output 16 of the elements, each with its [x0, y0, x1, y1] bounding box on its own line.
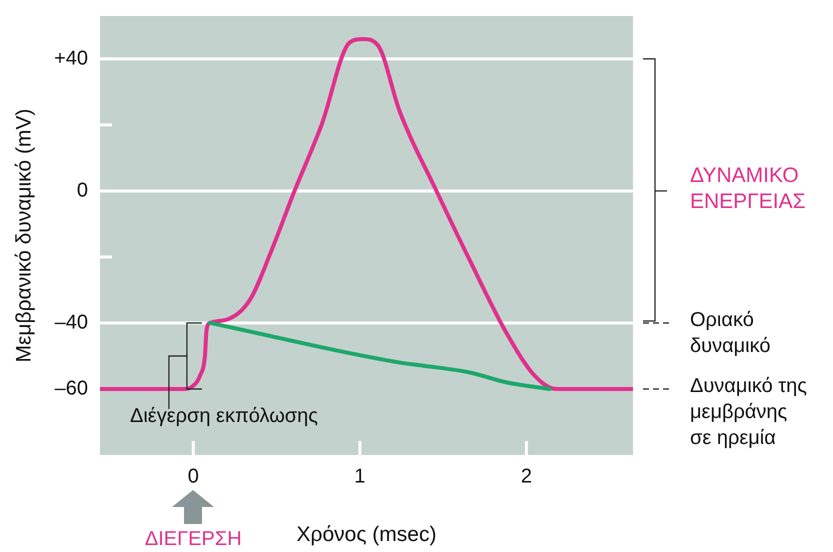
x-tick-label: 0 [188, 466, 199, 488]
y-tick-label: +40 [54, 47, 88, 70]
text: Δυναμικό της μεμβράνης σε ηρεμία [690, 374, 807, 451]
x-tick-label: 2 [520, 466, 532, 488]
annotation: Διέγερση εκπόλωσης [130, 404, 318, 429]
y-tick-label: 0 [76, 179, 88, 202]
y-tick-label: –60 [54, 378, 88, 400]
x-axis-title: Χρόνος (msec) [296, 523, 436, 546]
line-series [100, 37, 633, 391]
y-axis-title: Μεμβρανικό δυναμικό (mV) [12, 108, 36, 362]
line-series [208, 320, 552, 391]
text: Οριακό δυναμικό [690, 308, 770, 359]
text: ΔΥΝΑΜΙΚΟ ΕΝΕΡΓΕΙΑΣ [690, 162, 806, 215]
text: ΔΙΕΓΕΡΣΗ [144, 527, 243, 552]
y-tick-label: –40 [54, 311, 88, 334]
x-tick-label: 1 [354, 466, 366, 488]
